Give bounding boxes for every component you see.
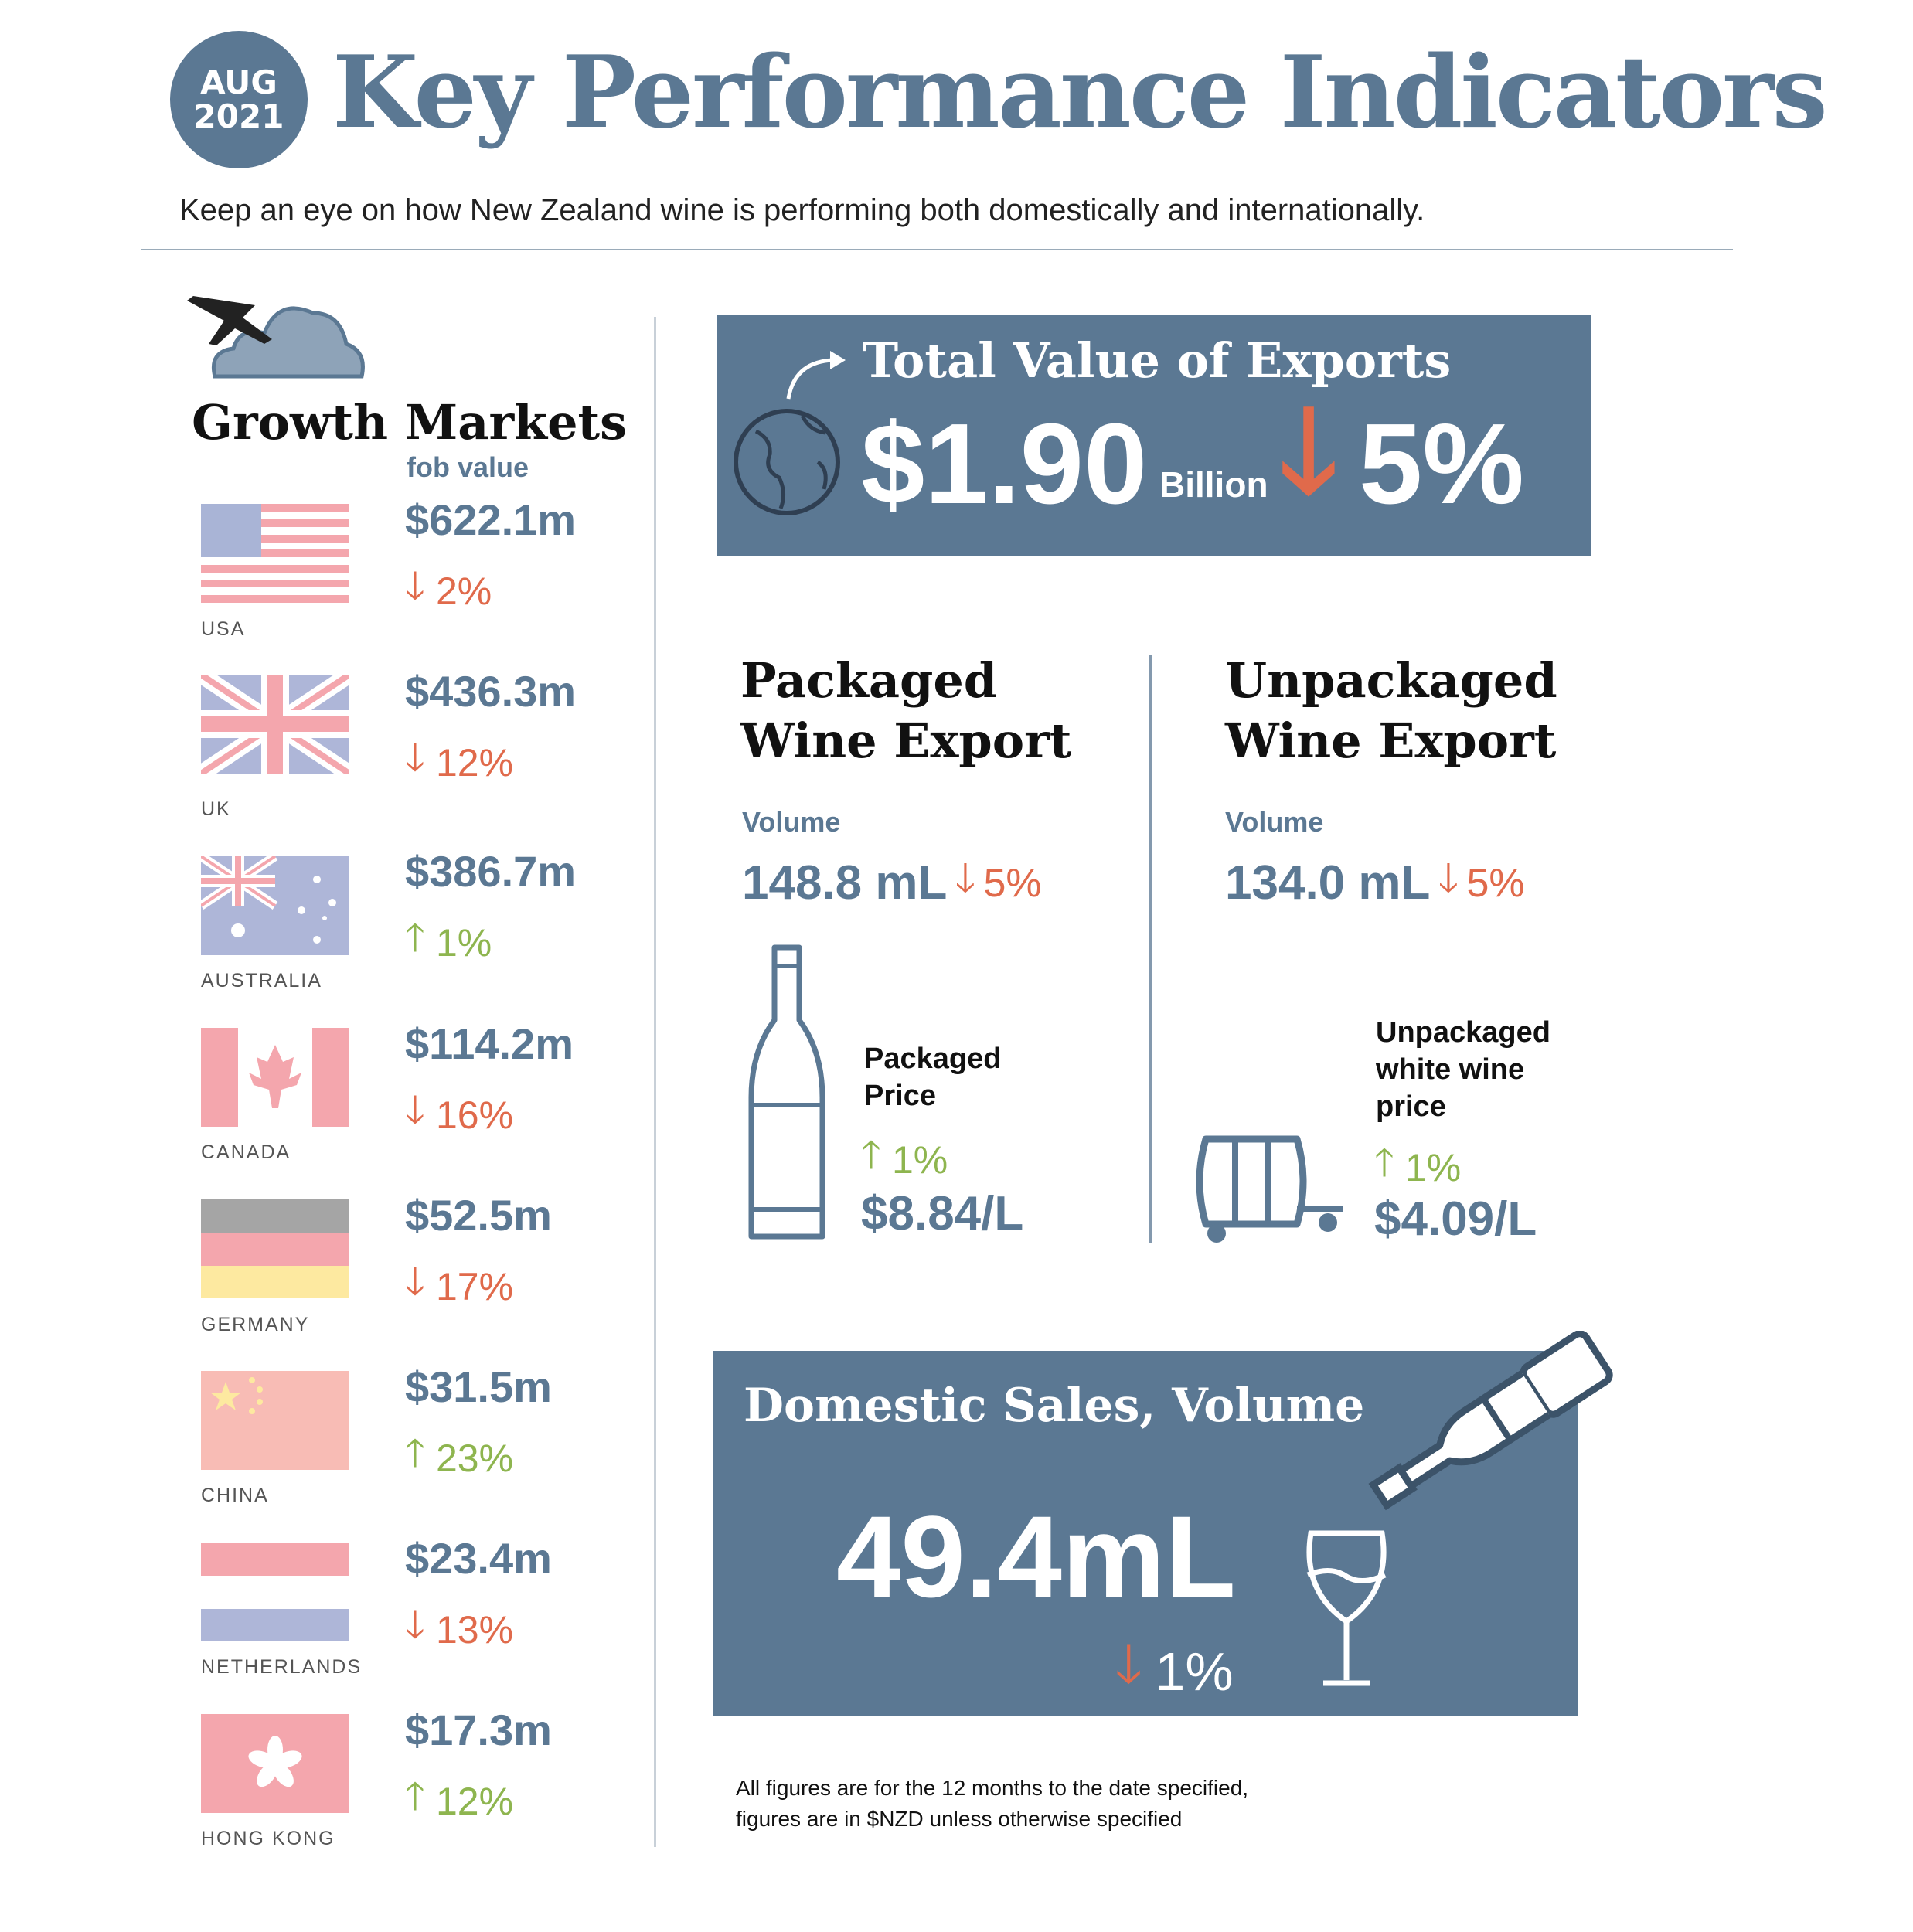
barrel-icon (1196, 1135, 1343, 1243)
unpackaged-volume-label: Volume (1225, 806, 1324, 838)
packaged-price-label: Packaged Price (864, 1043, 1002, 1112)
canada-value: $114.2m (405, 1019, 574, 1068)
arrow-down-icon: 🡓 (405, 564, 425, 607)
unpackaged-price: $4.09/L (1374, 1192, 1537, 1246)
uk-flag (201, 675, 349, 774)
growth-markets-title: Growth Markets (192, 394, 628, 451)
germany-change: 🡓 17% (405, 1253, 513, 1319)
australia-value: $386.7m (405, 847, 577, 896)
column-divider (654, 317, 656, 1847)
unpackaged-volume: 134.0 mL 🡓 5% (1225, 849, 1525, 917)
australia-change: 🡑 1% (405, 910, 492, 975)
domestic-sales-value: 49.4mL (836, 1492, 1236, 1621)
arrow-down-icon: 🡓 (1278, 386, 1339, 515)
arrow-down-icon: 🡓 (1115, 1634, 1143, 1694)
usa-change: 🡓 2% (405, 558, 492, 624)
netherlands-label: NETHERLANDS (201, 1656, 363, 1678)
total-exports-panel: Total Value of Exports $1.90 Billion 🡓 5… (717, 315, 1591, 556)
packaged-price: $8.84/L (861, 1187, 1024, 1240)
page-subtitle: Keep an eye on how New Zealand wine is p… (179, 193, 1425, 227)
canada-change: 🡓 16% (405, 1082, 513, 1148)
arrow-up-icon: 🡑 (861, 1133, 881, 1176)
unpackaged-price-change: 🡑 1% (1374, 1134, 1461, 1200)
arrow-down-icon: 🡓 (405, 1088, 425, 1131)
germany-label: GERMANY (201, 1314, 310, 1335)
wine-bottle-icon (748, 944, 825, 1240)
uk-label: UK (201, 798, 231, 820)
arrow-up-icon: 🡑 (1374, 1141, 1394, 1184)
domestic-sales-title: Domestic Sales, Volume (744, 1379, 1365, 1433)
fob-value-label: fob value (407, 451, 529, 483)
badge-year: 2021 (193, 97, 284, 135)
total-exports-title: Total Value of Exports (863, 332, 1452, 389)
usa-value: $622.1m (405, 495, 577, 544)
hong-kong-value: $17.3m (405, 1706, 552, 1754)
usa-label: USA (201, 618, 246, 640)
header-divider (141, 249, 1733, 250)
globe-export-icon (734, 351, 846, 515)
china-value: $31.5m (405, 1362, 552, 1411)
arrow-down-icon: 🡓 (955, 856, 976, 901)
arrow-down-icon: 🡓 (405, 1603, 425, 1646)
page-title: Key Performance Indicators (332, 35, 1828, 151)
australia-label: AUSTRALIA (201, 970, 322, 992)
total-exports-change: 5% (1359, 400, 1524, 528)
germany-value: $52.5m (405, 1191, 552, 1240)
section-divider (1149, 655, 1152, 1243)
wine-glass-icon (1306, 1530, 1387, 1686)
packaged-volume-label: Volume (742, 806, 841, 838)
plane-cloud-icon (187, 296, 365, 379)
arrow-down-icon: 🡓 (405, 1260, 425, 1303)
total-exports-value: $1.90 (861, 400, 1148, 528)
hong-kong-change: 🡑 12% (405, 1768, 513, 1834)
germany-flag (201, 1199, 349, 1298)
canada-label: CANADA (201, 1141, 291, 1163)
arrow-up-icon: 🡑 (405, 1431, 425, 1475)
footnote: All figures are for the 12 months to the… (736, 1776, 1249, 1831)
china-label: CHINA (201, 1485, 269, 1506)
netherlands-value: $23.4m (405, 1534, 552, 1583)
badge-month: AUG (200, 63, 277, 101)
arrow-up-icon: 🡑 (405, 1774, 425, 1818)
packaged-title: Packaged Wine Export (740, 652, 1072, 769)
hong-kong-label: HONG KONG (201, 1828, 335, 1849)
china-flag (201, 1371, 349, 1470)
canada-flag (201, 1028, 349, 1127)
packaged-volume: 148.8 mL 🡓 5% (742, 849, 1042, 917)
arrow-down-icon: 🡓 (1438, 856, 1459, 901)
hong-kong-flag (201, 1714, 349, 1813)
date-badge: AUG 2021 (170, 31, 308, 168)
arrow-up-icon: 🡑 (405, 916, 425, 959)
australia-flag (201, 856, 349, 955)
unpackaged-title: Unpackaged Wine Export (1225, 652, 1557, 769)
pouring-bottle-icon (1368, 1331, 1613, 1511)
uk-value: $436.3m (405, 667, 577, 716)
domestic-sales-panel: Domestic Sales, Volume 49.4mL 🡓 1% (713, 1351, 1578, 1716)
packaged-price-change: 🡑 1% (861, 1127, 948, 1192)
arrow-down-icon: 🡓 (405, 736, 425, 779)
china-change: 🡑 23% (405, 1425, 513, 1491)
netherlands-flag (201, 1543, 349, 1641)
usa-flag (201, 504, 349, 603)
uk-change: 🡓 12% (405, 730, 513, 795)
unpackaged-price-label: Unpackaged white wine price (1376, 1016, 1550, 1123)
total-exports-unit: Billion (1159, 464, 1268, 505)
domestic-sales-change: 🡓 1% (1115, 1625, 1234, 1717)
netherlands-change: 🡓 13% (405, 1597, 513, 1662)
